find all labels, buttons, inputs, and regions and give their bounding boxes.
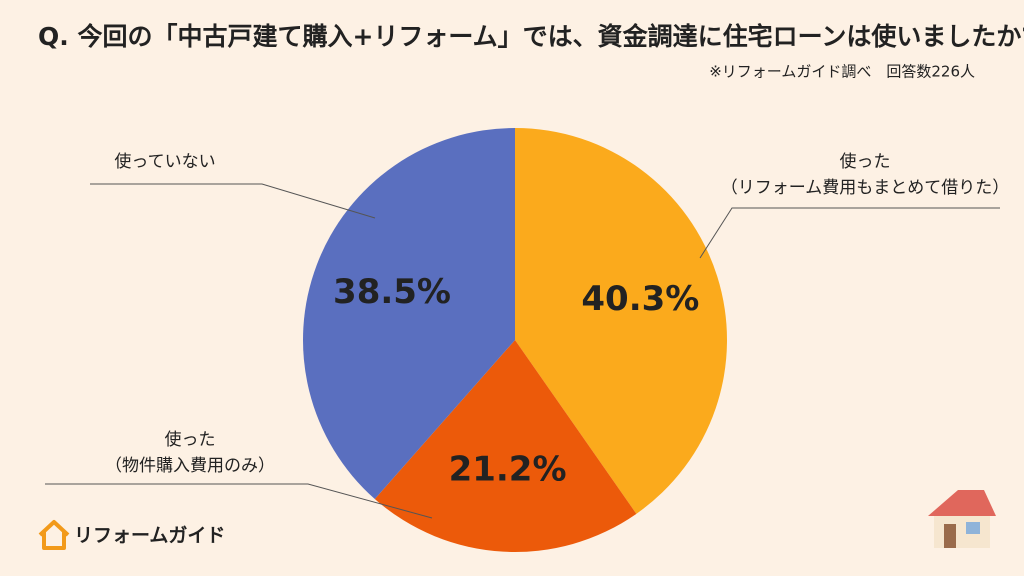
leader-line (45, 483, 433, 519)
category-label: 使った (840, 151, 891, 172)
leader-line (699, 207, 1000, 259)
house-roof (928, 490, 996, 516)
pie-slice (374, 340, 637, 552)
leader-line (90, 183, 376, 219)
category-label: 使っていない (114, 151, 215, 172)
value-label: 40.3% (581, 279, 699, 319)
house-wall (934, 512, 990, 548)
logo-icon (38, 520, 70, 550)
pie-slice (515, 128, 727, 514)
house-window (966, 522, 980, 534)
chart-subtitle: ※リフォームガイド調べ 回答数226人 (709, 63, 975, 81)
category-label: （物件購入費用のみ） (105, 456, 275, 476)
category-label: 使った (165, 429, 216, 450)
house-door (944, 524, 956, 548)
chart-title: Q. 今回の「中古戸建て購入+リフォーム」では、資金調達に住宅ローンは使いました… (38, 22, 1024, 51)
brand-logo: リフォームガイド (38, 520, 225, 550)
category-label: （リフォーム費用もまとめて借りた） (721, 178, 1010, 198)
house-icon (928, 490, 996, 548)
value-label: 21.2% (449, 450, 567, 490)
brand-name: リフォームガイド (74, 525, 225, 547)
pie-slice (303, 128, 515, 500)
value-label: 38.5% (333, 272, 451, 312)
